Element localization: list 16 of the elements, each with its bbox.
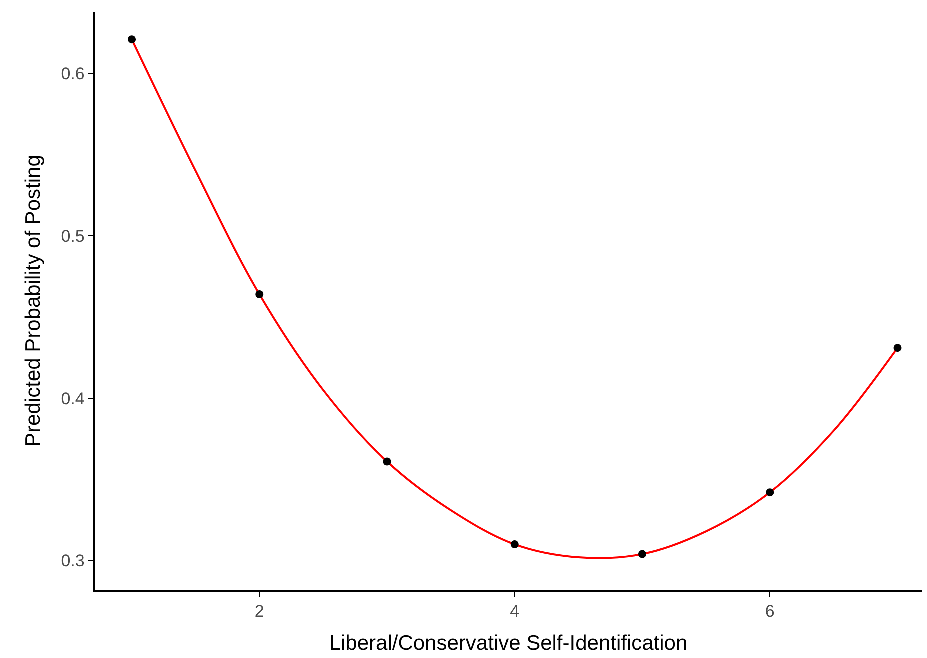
point [510, 540, 519, 549]
y-tick-label: 0.6 [61, 64, 85, 84]
point [128, 36, 136, 44]
y-tick-label: 0.5 [61, 227, 85, 246]
point [638, 550, 646, 558]
x-tick-label: 6 [765, 602, 775, 622]
point [894, 344, 902, 352]
point [383, 458, 392, 466]
point [256, 290, 264, 299]
x-tick-label: 4 [510, 602, 520, 622]
x-tick-label: 2 [254, 602, 264, 622]
y-axis-title: Predicted Probability of Posting [22, 155, 45, 447]
y-tick-label: 0.4 [61, 389, 85, 408]
point [766, 488, 774, 497]
y-tick-label: 0.3 [61, 552, 85, 571]
x-axis-title: Liberal/Conservative Self-Identification [329, 632, 688, 655]
